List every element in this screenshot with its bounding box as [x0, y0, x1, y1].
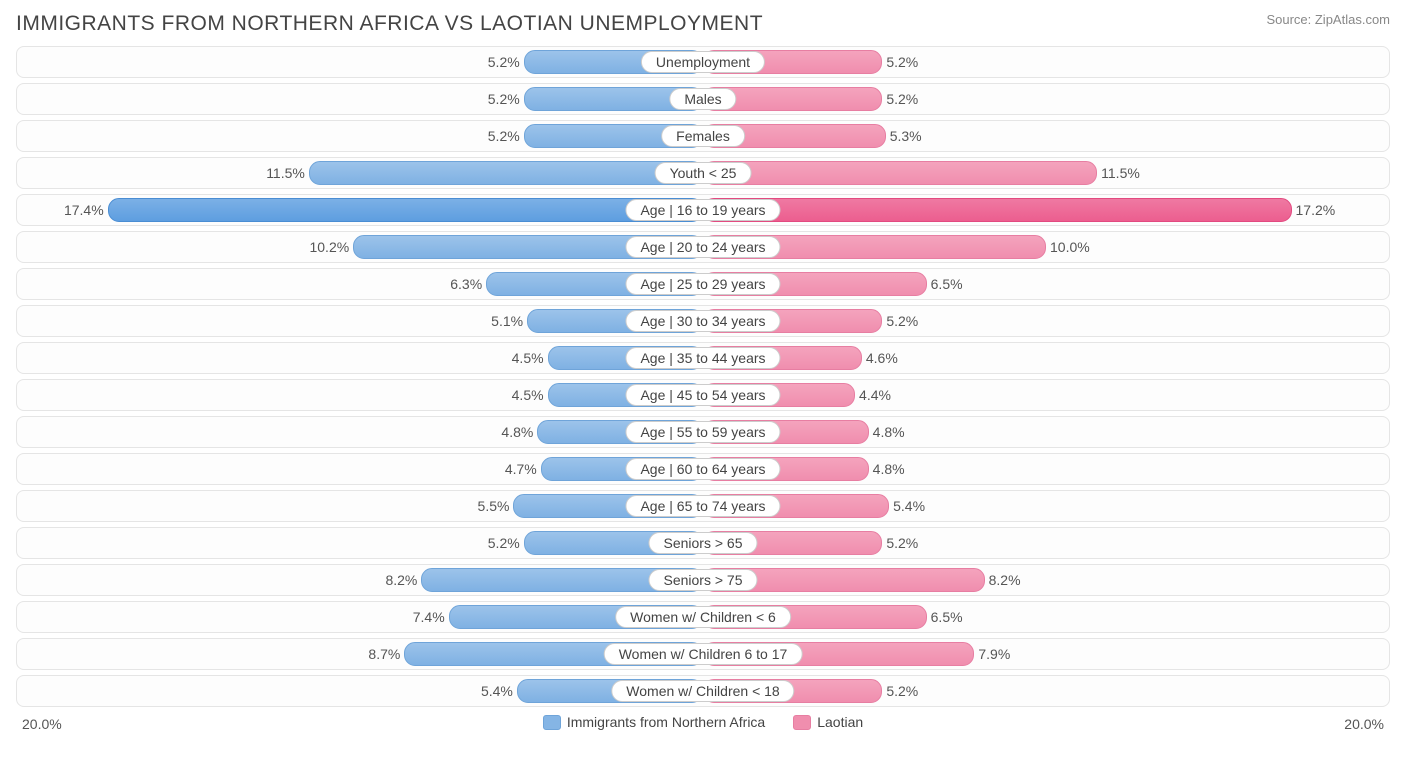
- bar-left: [309, 161, 703, 185]
- category-label: Age | 60 to 64 years: [625, 458, 780, 480]
- value-left: 7.4%: [413, 605, 451, 629]
- value-right: 4.8%: [867, 420, 905, 444]
- category-label: Females: [661, 125, 745, 147]
- chart-row: 8.2% 8.2% Seniors > 75: [16, 564, 1390, 596]
- value-right: 8.2%: [983, 568, 1021, 592]
- value-right: 4.8%: [867, 457, 905, 481]
- value-right: 5.2%: [880, 87, 918, 111]
- chart-title: IMMIGRANTS FROM NORTHERN AFRICA VS LAOTI…: [16, 12, 763, 36]
- category-label: Age | 25 to 29 years: [625, 273, 780, 295]
- legend-swatch-icon: [543, 715, 561, 730]
- category-label: Age | 45 to 54 years: [625, 384, 780, 406]
- value-left: 8.7%: [368, 642, 406, 666]
- chart-row: 4.5% 4.4% Age | 45 to 54 years: [16, 379, 1390, 411]
- diverging-bar-chart: 5.2% 5.2% Unemployment 5.2% 5.2% Males 5.2% 5.3…: [16, 46, 1390, 707]
- legend-item-left: Immigrants from Northern Africa: [543, 714, 765, 730]
- chart-row: 5.5% 5.4% Age | 65 to 74 years: [16, 490, 1390, 522]
- bar-left: [108, 198, 703, 222]
- legend-item-right: Laotian: [793, 714, 863, 730]
- chart-row: 4.5% 4.6% Age | 35 to 44 years: [16, 342, 1390, 374]
- category-label: Males: [669, 88, 736, 110]
- legend-swatch-icon: [793, 715, 811, 730]
- category-label: Unemployment: [641, 51, 765, 73]
- value-right: 6.5%: [925, 605, 963, 629]
- chart-row: 4.8% 4.8% Age | 55 to 59 years: [16, 416, 1390, 448]
- value-right: 6.5%: [925, 272, 963, 296]
- value-right: 7.9%: [972, 642, 1010, 666]
- value-right: 4.6%: [860, 346, 898, 370]
- legend-left-label: Immigrants from Northern Africa: [567, 714, 765, 730]
- chart-row: 6.3% 6.5% Age | 25 to 29 years: [16, 268, 1390, 300]
- value-left: 5.2%: [488, 87, 526, 111]
- bar-right: [703, 198, 1292, 222]
- value-left: 4.5%: [512, 383, 550, 407]
- value-left: 4.8%: [501, 420, 539, 444]
- chart-row: 5.2% 5.2% Males: [16, 83, 1390, 115]
- bar-right: [703, 161, 1097, 185]
- category-label: Women w/ Children < 6: [615, 606, 791, 628]
- value-right: 11.5%: [1095, 161, 1140, 185]
- value-right: 5.4%: [887, 494, 925, 518]
- category-label: Seniors > 65: [649, 532, 758, 554]
- chart-row: 5.4% 5.2% Women w/ Children < 18: [16, 675, 1390, 707]
- value-right: 5.2%: [880, 309, 918, 333]
- chart-row: 5.1% 5.2% Age | 30 to 34 years: [16, 305, 1390, 337]
- category-label: Age | 30 to 34 years: [625, 310, 780, 332]
- value-left: 5.4%: [481, 679, 519, 703]
- value-left: 6.3%: [450, 272, 488, 296]
- value-right: 5.3%: [884, 124, 922, 148]
- value-left: 5.1%: [491, 309, 529, 333]
- value-right: 5.2%: [880, 50, 918, 74]
- chart-row: 5.2% 5.2% Seniors > 65: [16, 527, 1390, 559]
- axis-right-max: 20.0%: [1344, 716, 1384, 732]
- value-left: 11.5%: [266, 161, 311, 185]
- category-label: Age | 55 to 59 years: [625, 421, 780, 443]
- value-left: 4.7%: [505, 457, 543, 481]
- value-left: 5.2%: [488, 50, 526, 74]
- chart-row: 10.2% 10.0% Age | 20 to 24 years: [16, 231, 1390, 263]
- chart-row: 8.7% 7.9% Women w/ Children 6 to 17: [16, 638, 1390, 670]
- value-left: 10.2%: [309, 235, 355, 259]
- value-left: 5.5%: [478, 494, 516, 518]
- category-label: Age | 65 to 74 years: [625, 495, 780, 517]
- value-right: 10.0%: [1044, 235, 1090, 259]
- category-label: Women w/ Children 6 to 17: [604, 643, 803, 665]
- chart-row: 5.2% 5.3% Females: [16, 120, 1390, 152]
- chart-row: 7.4% 6.5% Women w/ Children < 6: [16, 601, 1390, 633]
- source-attribution: Source: ZipAtlas.com: [1266, 12, 1390, 27]
- value-left: 4.5%: [512, 346, 550, 370]
- value-left: 17.4%: [64, 198, 110, 222]
- axis-left-max: 20.0%: [22, 716, 62, 732]
- category-label: Age | 20 to 24 years: [625, 236, 780, 258]
- category-label: Age | 35 to 44 years: [625, 347, 780, 369]
- category-label: Women w/ Children < 18: [611, 680, 794, 702]
- chart-row: 5.2% 5.2% Unemployment: [16, 46, 1390, 78]
- legend: Immigrants from Northern Africa Laotian: [16, 714, 1390, 730]
- category-label: Seniors > 75: [649, 569, 758, 591]
- value-right: 17.2%: [1290, 198, 1336, 222]
- legend-right-label: Laotian: [817, 714, 863, 730]
- category-label: Youth < 25: [655, 162, 752, 184]
- value-right: 5.2%: [880, 679, 918, 703]
- value-left: 5.2%: [488, 531, 526, 555]
- chart-row: 4.7% 4.8% Age | 60 to 64 years: [16, 453, 1390, 485]
- value-right: 5.2%: [880, 531, 918, 555]
- value-left: 5.2%: [488, 124, 526, 148]
- chart-row: 11.5% 11.5% Youth < 25: [16, 157, 1390, 189]
- category-label: Age | 16 to 19 years: [625, 199, 780, 221]
- value-right: 4.4%: [853, 383, 891, 407]
- value-left: 8.2%: [385, 568, 423, 592]
- chart-row: 17.4% 17.2% Age | 16 to 19 years: [16, 194, 1390, 226]
